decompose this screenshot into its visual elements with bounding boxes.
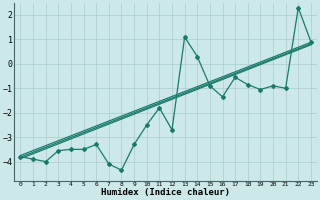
X-axis label: Humidex (Indice chaleur): Humidex (Indice chaleur) xyxy=(101,188,230,197)
